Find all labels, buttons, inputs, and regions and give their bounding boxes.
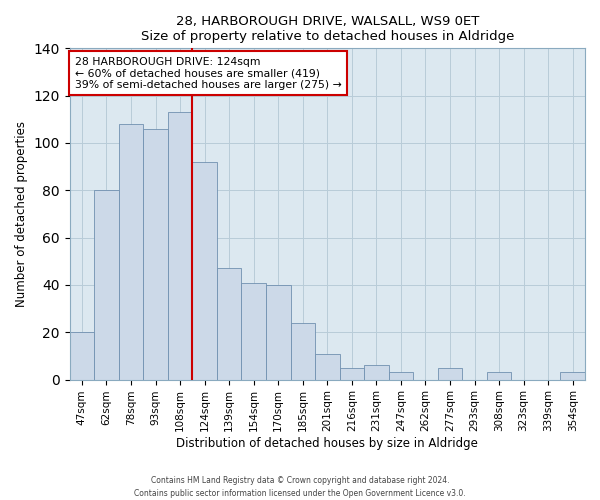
Bar bbox=[70, 332, 94, 380]
Y-axis label: Number of detached properties: Number of detached properties bbox=[15, 121, 28, 307]
Text: 28 HARBOROUGH DRIVE: 124sqm
← 60% of detached houses are smaller (419)
39% of se: 28 HARBOROUGH DRIVE: 124sqm ← 60% of det… bbox=[75, 56, 341, 90]
Bar bbox=[364, 366, 389, 380]
Bar bbox=[389, 372, 413, 380]
Bar bbox=[438, 368, 462, 380]
Bar bbox=[290, 323, 315, 380]
Bar bbox=[560, 372, 585, 380]
Text: Contains HM Land Registry data © Crown copyright and database right 2024.
Contai: Contains HM Land Registry data © Crown c… bbox=[134, 476, 466, 498]
Title: 28, HARBOROUGH DRIVE, WALSALL, WS9 0ET
Size of property relative to detached hou: 28, HARBOROUGH DRIVE, WALSALL, WS9 0ET S… bbox=[140, 15, 514, 43]
Bar bbox=[119, 124, 143, 380]
Bar bbox=[340, 368, 364, 380]
Bar bbox=[487, 372, 511, 380]
Bar bbox=[193, 162, 217, 380]
Bar bbox=[315, 354, 340, 380]
X-axis label: Distribution of detached houses by size in Aldridge: Distribution of detached houses by size … bbox=[176, 437, 478, 450]
Bar bbox=[94, 190, 119, 380]
Bar bbox=[143, 129, 168, 380]
Bar bbox=[241, 282, 266, 380]
Bar bbox=[168, 112, 193, 380]
Bar bbox=[266, 285, 290, 380]
Bar bbox=[217, 268, 241, 380]
